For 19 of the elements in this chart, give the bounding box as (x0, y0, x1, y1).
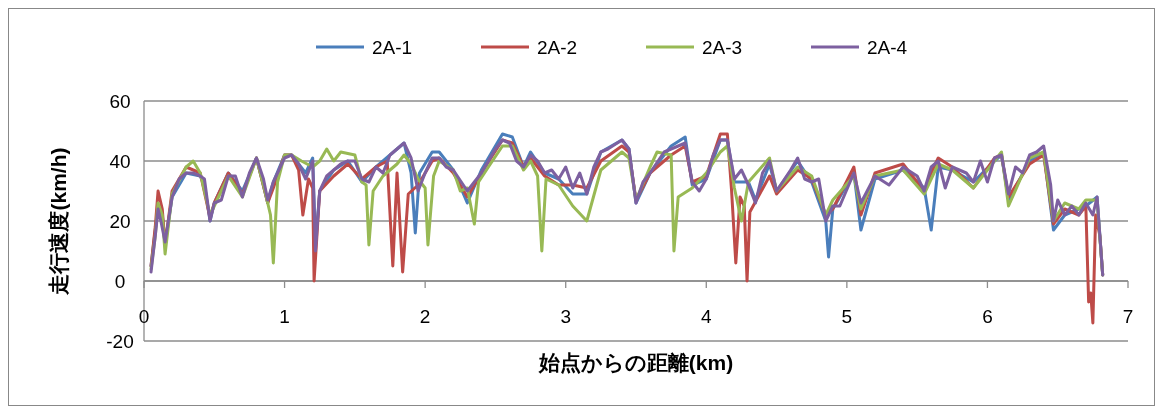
y-tick-label: 60 (109, 91, 131, 112)
y-axis-title: 走行速度(km/h) (47, 147, 70, 296)
legend-label: 2A-1 (372, 37, 413, 58)
y-tick-label: 0 (114, 271, 126, 292)
y-tick-label: 20 (109, 211, 131, 232)
y-tick-label: -20 (106, 331, 134, 352)
y-tick-label: 40 (109, 151, 131, 172)
legend-label: 2A-2 (537, 37, 578, 58)
x-tick-label: 2 (419, 306, 431, 327)
x-tick-label: 1 (279, 306, 290, 327)
legend-label: 2A-3 (702, 37, 743, 58)
x-tick-label: 4 (701, 306, 712, 327)
x-axis-title: 始点からの距離(km) (537, 351, 734, 375)
x-tick-label: 6 (982, 306, 993, 327)
x-tick-label: 3 (560, 306, 571, 327)
x-tick-label: 7 (1122, 306, 1134, 327)
x-tick-label: 0 (138, 306, 150, 327)
x-tick-label: 5 (841, 306, 853, 327)
legend-label: 2A-4 (867, 37, 908, 58)
